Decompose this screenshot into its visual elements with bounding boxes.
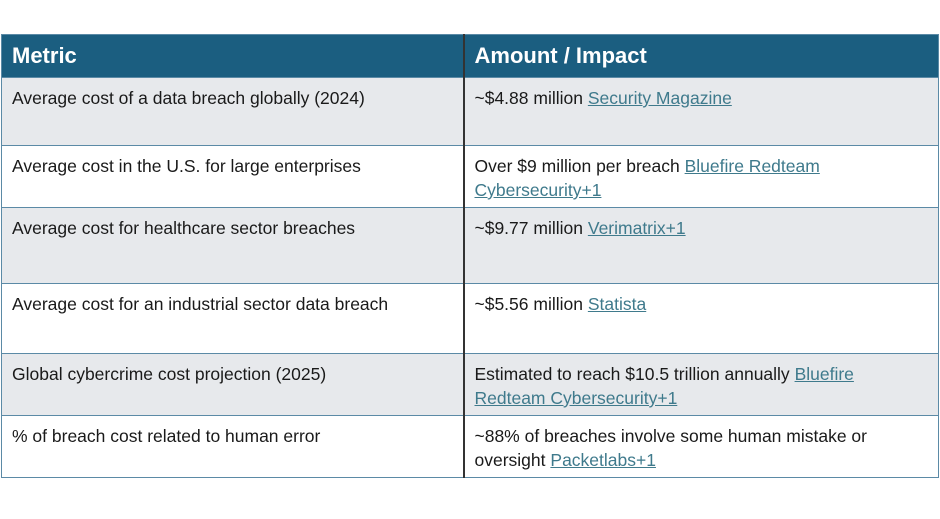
metric-cell: Average cost for an industrial sector da…: [1, 283, 464, 354]
metric-cell: Average cost in the U.S. for large enter…: [1, 145, 464, 208]
source-link[interactable]: Statista: [587, 294, 647, 314]
metric-cell: Average cost of a data breach globally (…: [1, 77, 464, 146]
table-row: Average cost of a data breach globally (…: [1, 77, 939, 146]
source-link[interactable]: Bluefire Redteam Cybersecurity+1: [474, 364, 854, 408]
amount-cell: ~88% of breaches involve some human mist…: [462, 415, 939, 478]
header-metric: Metric: [1, 34, 464, 78]
source-link[interactable]: Bluefire Redteam Cybersecurity+1: [474, 156, 820, 200]
amount-text: Estimated to reach $10.5 trillion annual…: [474, 364, 790, 384]
amount-cell: ~$5.56 million Statista: [462, 283, 939, 354]
table-row: Global cybercrime cost projection (2025)…: [1, 353, 939, 416]
header-amount: Amount / Impact: [462, 34, 939, 78]
amount-text: ~$4.88 million: [474, 88, 583, 108]
amount-cell: ~$4.88 million Security Magazine: [462, 77, 939, 146]
header-row: Metric Amount / Impact: [1, 34, 939, 78]
amount-cell: ~$9.77 million Verimatrix+1: [462, 207, 939, 284]
amount-text: ~88% of breaches involve some human mist…: [474, 426, 868, 470]
table-row: Average cost in the U.S. for large enter…: [1, 145, 939, 208]
amount-cell: Estimated to reach $10.5 trillion annual…: [462, 353, 939, 416]
source-link[interactable]: Verimatrix+1: [587, 218, 686, 238]
source-link[interactable]: Security Magazine: [587, 88, 732, 108]
metric-cell: % of breach cost related to human error: [1, 415, 464, 478]
metric-cell: Average cost for healthcare sector breac…: [1, 207, 464, 284]
breach-cost-table: Metric Amount / Impact Average cost of a…: [1, 34, 939, 478]
table-row: % of breach cost related to human error …: [1, 415, 939, 478]
source-link[interactable]: Packetlabs+1: [550, 450, 656, 470]
amount-text: ~$9.77 million: [474, 218, 583, 238]
amount-text: Over $9 million per breach: [474, 156, 680, 176]
metric-cell: Global cybercrime cost projection (2025): [1, 353, 464, 416]
table-row: Average cost for an industrial sector da…: [1, 283, 939, 354]
amount-text: ~$5.56 million: [474, 294, 583, 314]
table-row: Average cost for healthcare sector breac…: [1, 207, 939, 284]
amount-cell: Over $9 million per breach Bluefire Redt…: [462, 145, 939, 208]
